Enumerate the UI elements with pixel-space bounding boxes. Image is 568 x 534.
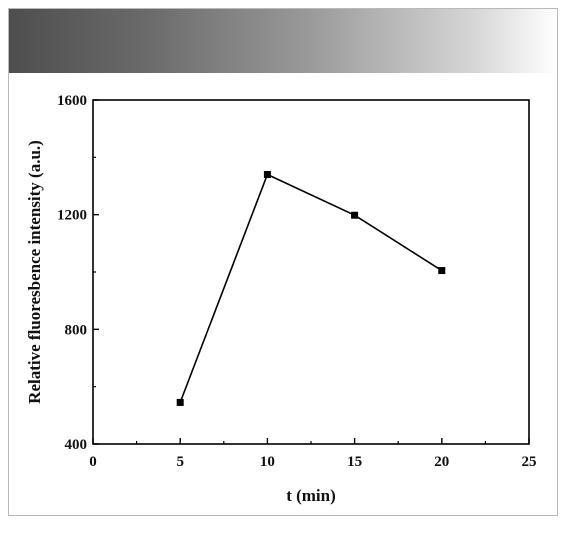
x-tick-label: 5 (176, 454, 184, 470)
y-tick-label: 1200 (57, 208, 87, 224)
figure-frame (8, 8, 558, 516)
y-axis-title: Relative fluoresbence intensity (a.u.) (25, 140, 44, 404)
data-point-marker (438, 267, 446, 275)
plot-border (92, 99, 530, 445)
y-axis: 400 800 1200 1600 (57, 93, 99, 453)
data-point-marker (176, 398, 184, 406)
x-axis: 0 5 10 15 20 25 (89, 438, 537, 470)
plot-area (92, 99, 530, 445)
x-tick-label: 25 (522, 454, 537, 470)
y-tick-label: 1600 (57, 93, 87, 109)
data-point-marker (351, 211, 359, 219)
header-banner (9, 9, 557, 73)
x-tick-label: 10 (260, 454, 275, 470)
series-line (179, 173, 443, 403)
x-tick-label: 20 (434, 454, 449, 470)
x-axis-title: t (min) (286, 486, 336, 505)
y-tick-label: 800 (65, 322, 88, 338)
data-point-marker (263, 171, 271, 179)
series-layer (176, 171, 446, 406)
y-tick-label: 400 (65, 437, 88, 453)
x-tick-label: 0 (89, 454, 97, 470)
x-tick-label: 15 (347, 454, 362, 470)
